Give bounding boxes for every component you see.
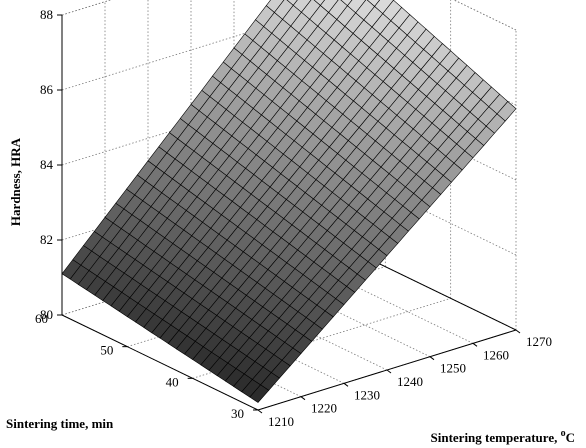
x-tick-mark — [472, 342, 478, 347]
grid-line-top-side — [453, 0, 517, 31]
x-axis-title: Sintering temperature, oC — [431, 428, 576, 445]
x-tick-label: 1230 — [354, 387, 380, 402]
surface-cell — [496, 101, 517, 122]
y-tick-label: 50 — [100, 343, 113, 358]
surface-cell — [340, 0, 353, 7]
x-axis-title-degree: o — [561, 428, 566, 439]
x-tick-mark — [429, 356, 435, 361]
x-tick-label: 1270 — [526, 334, 552, 349]
z-axis-title: Hardness, HRA — [8, 137, 23, 226]
x-tick-mark — [300, 396, 306, 401]
x-tick-mark — [386, 369, 392, 374]
y-tick-label: 40 — [166, 374, 179, 389]
x-axis-title-unit: C — [566, 430, 575, 445]
x-tick-label: 1240 — [397, 374, 423, 389]
y-tick-label: 30 — [231, 406, 244, 421]
x-tick-mark — [515, 329, 521, 334]
surface-mesh — [61, 0, 517, 403]
grid-line-floor-y — [192, 297, 451, 379]
z-tick-label: 88 — [40, 7, 53, 22]
x-tick-label: 1260 — [483, 347, 509, 362]
z-tick-label: 80 — [40, 307, 53, 322]
grid-line-floor-x — [276, 247, 474, 344]
surface-cell — [286, 0, 298, 6]
y-axis-title: Sintering time, min — [6, 416, 114, 431]
y-axis-line — [61, 314, 259, 411]
x-tick-label: 1220 — [311, 401, 337, 416]
x-tick-label: 1250 — [440, 361, 466, 376]
x-tick-mark — [343, 382, 349, 387]
z-tick-label: 82 — [40, 232, 53, 247]
y-tick-label: 60 — [35, 311, 48, 326]
z-tick-label: 86 — [40, 82, 54, 97]
surface-cell — [366, 0, 381, 7]
x-tick-label: 1210 — [268, 414, 294, 429]
z-tick-label: 84 — [40, 157, 54, 172]
x-tick-mark — [257, 409, 263, 414]
x-axis-title-text: Sintering temperature, — [431, 430, 561, 445]
surface-cell — [313, 0, 326, 6]
